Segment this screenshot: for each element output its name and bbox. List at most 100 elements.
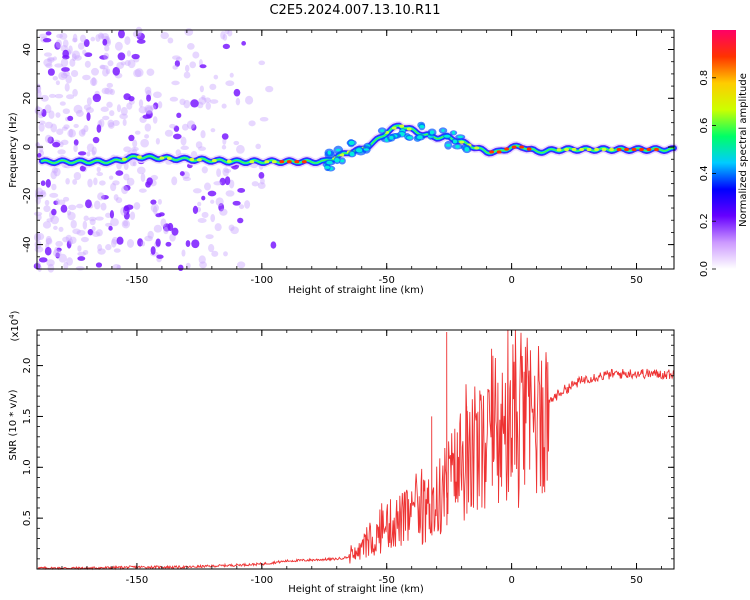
spectral-speckle (121, 185, 129, 195)
ridge-peak (249, 160, 255, 164)
spectral-speckle (91, 226, 96, 232)
spectral-speckle (101, 32, 110, 41)
spectral-speckle (167, 37, 174, 44)
x-tick-label: -150 (126, 575, 149, 586)
spectral-speckle (77, 151, 87, 156)
spectral-speckle (36, 232, 45, 241)
spectrogram-panel: -150 -100 -50 0 50 -40 -20 0 20 40 Height of str… (8, 26, 679, 296)
ridge-peak (496, 150, 502, 154)
spectral-speckle (105, 68, 111, 75)
spectral-speckle (78, 129, 86, 137)
y-tick-label: 1.0 (22, 459, 33, 475)
spectral-speckle (221, 144, 227, 150)
spectral-speckle (218, 202, 225, 212)
spectral-speckle (123, 212, 130, 220)
spectral-speckle (74, 55, 82, 61)
spectral-speckle (179, 98, 186, 106)
spectral-speckle (127, 59, 136, 69)
spectral-speckle (189, 61, 197, 69)
spectral-speckle (72, 178, 78, 185)
spectral-speckle (265, 85, 274, 93)
ridge-peak (624, 147, 629, 152)
spectral-speckle (134, 130, 141, 135)
spectral-speckle (44, 246, 52, 256)
spectral-speckle (123, 93, 131, 101)
ridge-peak (339, 153, 345, 157)
spectral-speckle (144, 104, 153, 114)
spectral-speckle (131, 146, 139, 152)
spectral-speckle (198, 96, 207, 105)
spectral-speckle (51, 208, 57, 216)
ridge-blob-core (363, 148, 370, 151)
spectral-speckle (59, 101, 66, 106)
spectral-speckle (199, 64, 207, 69)
snr-plot-area (37, 330, 674, 569)
spectral-speckle (113, 248, 121, 253)
ridge-peak (601, 147, 607, 152)
spectral-speckle (110, 218, 119, 227)
colorbar-tick-label: 0.4 (699, 165, 710, 181)
spectral-speckle (102, 38, 108, 46)
spectral-speckle (62, 49, 69, 58)
spectral-speckle (102, 115, 110, 121)
spectral-speckle (147, 230, 154, 239)
colorbar-gradient (712, 30, 736, 269)
spectral-speckle (237, 217, 244, 224)
spectral-speckle (57, 199, 66, 205)
spectral-speckle (115, 197, 123, 204)
ridge-peak (504, 147, 510, 151)
ridge-blob-core (457, 135, 464, 139)
spectral-speckle (92, 136, 100, 144)
spectral-speckle (167, 222, 174, 232)
ridge-peak (159, 156, 165, 160)
spectral-speckle (95, 216, 104, 221)
spectral-speckle (106, 101, 113, 108)
spectral-speckle (91, 77, 97, 86)
spectral-speckle (53, 249, 62, 258)
spectral-speckle (107, 119, 115, 128)
spectral-speckle (56, 128, 64, 135)
spectral-speckle (136, 39, 146, 44)
spectral-speckle (62, 39, 69, 48)
ridge-peak (286, 160, 292, 164)
spectral-speckle (126, 50, 131, 57)
ridge-blob-core (455, 144, 460, 149)
spectral-speckle (76, 229, 86, 236)
spectral-speckle (144, 235, 153, 242)
spectral-speckle (150, 203, 159, 213)
ridge-peak (279, 160, 285, 164)
spectral-speckle (100, 106, 109, 112)
spectral-speckle (41, 109, 47, 117)
spectral-speckle (106, 82, 114, 88)
spectral-speckle (171, 227, 179, 236)
spectral-speckle (184, 64, 190, 73)
spectral-speckle (77, 251, 86, 256)
spectral-speckle (67, 129, 77, 138)
ridge-blob-core (452, 139, 458, 144)
spectral-speckle (56, 247, 62, 252)
spectral-speckle (136, 32, 145, 41)
spectral-speckle (201, 95, 206, 100)
y-tick-label: 40 (22, 43, 33, 56)
spectral-speckle (112, 120, 120, 127)
spectral-speckle (55, 198, 60, 206)
spectral-speckle (34, 106, 44, 115)
spectral-speckle (132, 139, 138, 148)
spectral-speckle (77, 42, 85, 50)
spectral-speckle (124, 60, 131, 67)
spectral-speckle (191, 124, 197, 131)
spectral-speckle (93, 177, 98, 186)
spectral-speckle (97, 192, 105, 201)
spectral-speckle (57, 149, 66, 155)
ridge-peak (579, 147, 584, 152)
spectral-speckle (121, 219, 131, 229)
spectral-speckle (238, 204, 245, 210)
ridge-peak (556, 148, 562, 152)
spectral-speckle (117, 52, 126, 61)
ridge-peak (189, 157, 195, 162)
spectral-speckle (87, 228, 94, 236)
spectral-speckle (38, 123, 45, 132)
spectral-speckle (71, 53, 77, 62)
spectral-speckle (146, 68, 155, 76)
ridge-blob-core (464, 147, 470, 152)
